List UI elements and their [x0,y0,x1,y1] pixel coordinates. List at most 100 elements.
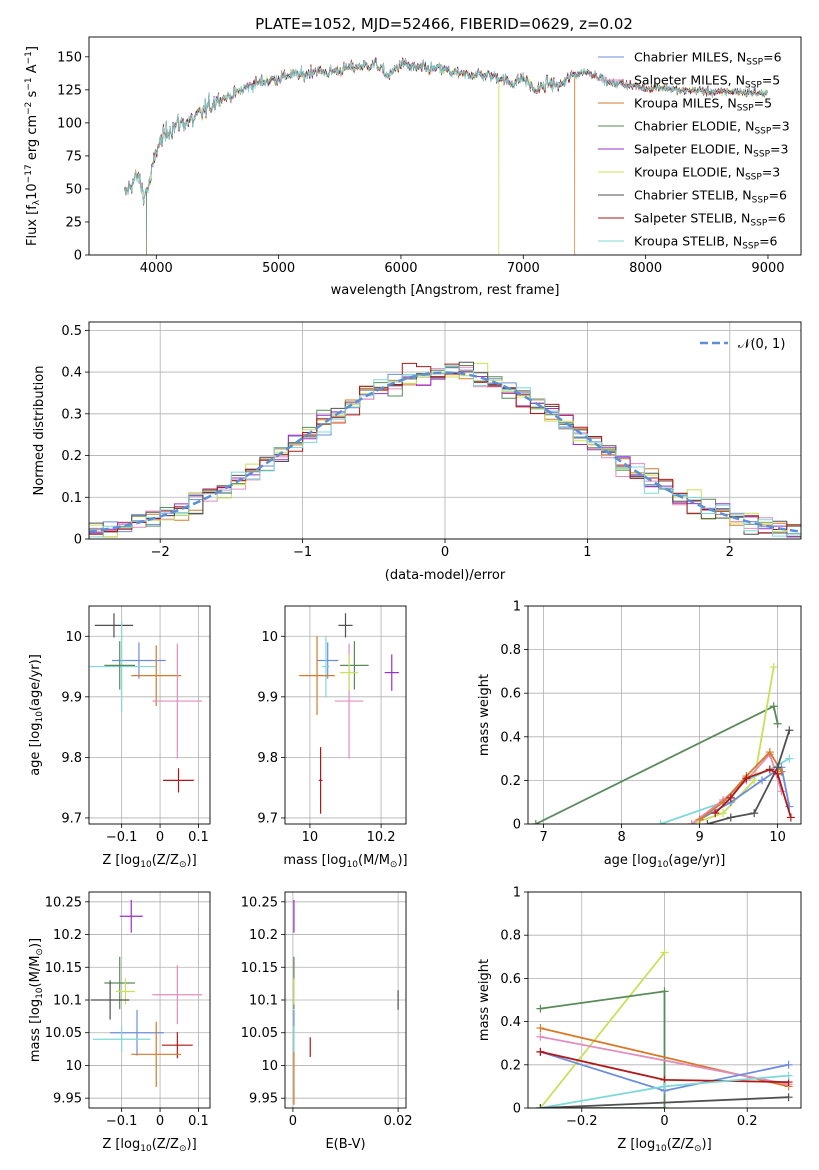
y-tick-label: 0 [74,533,82,548]
y-tick-label: 0.2 [61,449,82,464]
plot-area [124,56,768,255]
y-tick-label: 0 [74,249,82,264]
y-tick-label: 9.7 [257,811,278,826]
y-tick-label: 75 [65,149,82,164]
y-tick-label: 1 [513,886,521,901]
x-tick-label: 10 [769,830,786,845]
weight-marker [769,702,778,711]
y-tick-label: 0.8 [500,643,521,658]
x-axis-label: Z [log10(Z/Z⊙)] [102,1137,196,1154]
x-tick-label: 0 [156,1114,164,1129]
normal-curve [89,371,801,533]
legend-label: Kroupa ELODIE, NSSP=3 [634,165,780,183]
y-tick-label: 10 [261,1059,278,1074]
x-tick-label: 0 [441,545,449,560]
y-tick-label: 10.1 [249,994,278,1009]
weight-marker [765,765,774,774]
y-tick-label: 150 [57,50,82,65]
y-axis-label: Normed distribution [32,366,47,496]
x-tick-label: 0.1 [188,830,209,845]
y-tick-label: 0.4 [61,366,82,381]
panel-mass_vs_Z: −0.1 0 0.1 9.95 10 10.05 10.1 10.15 10.2 10.25 Z [… [28,891,211,1154]
x-axis-label: Z [log10(Z/Z⊙)] [102,853,196,870]
weight-line-chabrier-stelib [540,1096,789,1108]
legend-label: Kroupa STELIB, NSSP=6 [634,234,778,252]
y-tick-label: 10 [65,1059,82,1074]
y-tick-label: 9.9 [61,690,82,705]
y-tick-label: 10.15 [45,961,82,976]
weight-marker [726,813,735,822]
legend-label: Chabrier STELIB, NSSP=6 [634,188,787,206]
weight-marker [773,769,782,778]
weight-marker [531,820,540,824]
weight-marker [773,719,782,728]
x-tick-label: 10.2 [367,830,396,845]
weight-marker [750,809,759,818]
y-tick-label: 10.05 [241,1026,278,1041]
x-tick-label: 7000 [507,261,540,276]
x-tick-label: 0.02 [384,1114,413,1129]
y-tick-label: 9.7 [61,811,82,826]
y-tick-label: 50 [65,182,82,197]
plot-area [293,899,399,1105]
weight-marker [536,1032,545,1041]
weight-marker [660,1082,669,1091]
x-axis-label: age [log10(age/yr)] [604,853,726,870]
weight-marker [758,776,766,785]
x-tick-label: −1 [293,545,312,560]
x-tick-label: 7 [539,830,547,845]
weight-marker [769,663,778,672]
axes-frame [88,891,211,1109]
weight-marker [695,815,704,824]
y-tick-label: 9.8 [61,751,82,766]
weight-line-chabrier-elodie [535,704,779,824]
x-tick-label: −0.1 [106,1114,138,1129]
plot-area [90,899,203,1088]
y-tick-label: 9.9 [257,690,278,705]
legend-label: Salpeter MILES, NSSP=5 [634,73,780,91]
panel-spectrum: 4000 5000 6000 7000 8000 9000 0 25 50 75 100 125 150… [24,36,802,298]
spectrum-line-kroupa-stelib [124,58,768,205]
weight-marker [726,793,735,802]
y-axis-label: mass [log10(M/M⊙)] [28,938,45,1062]
y-tick-label: 0.4 [500,730,521,745]
weight-marker [784,1071,793,1080]
weight-line-salpeter-stelib [714,768,792,818]
x-tick-label: 8 [617,830,625,845]
x-tick-label: 9000 [751,261,784,276]
weight-marker [785,754,794,763]
x-tick-label: 9 [695,830,703,845]
x-axis-label: E(B-V) [325,1137,365,1152]
weight-marker [703,820,712,824]
weight-marker [536,1004,545,1013]
panel-mass_weight_vs_age: 7 8 9 10 0 0.2 0.4 0.6 0.8 1 age [log10(age/yr)] ma… [477,600,802,870]
axes-frame [527,605,802,825]
weight-line-chabrier-elodie [540,990,666,1108]
axes-frame [527,891,802,1109]
y-tick-label: 10.2 [53,928,82,943]
y-tick-label: 0 [513,818,521,833]
y-tick-label: 10.25 [45,895,82,910]
panel-mass_weight_vs_Z: −0.2 0 0.2 0 0.2 0.4 0.6 0.8 1 Z [log10(Z/Z⊙)] mas… [477,886,802,1154]
legend-label: 𝒩(0, 1) [738,337,785,352]
legend-label: Salpeter STELIB, NSSP=6 [634,211,786,229]
x-tick-label: 2 [726,545,734,560]
spectrum-legend: Chabrier MILES, NSSP=6 Salpeter MILES, NS… [598,50,790,252]
panel-age_vs_Z: −0.1 0 0.1 9.7 9.8 9.9 10 Z [log10(Z/Z⊙)] age [l… [28,605,211,870]
y-axis-label: mass weight [477,674,492,756]
weight-marker [719,809,727,818]
x-tick-label: 4000 [140,261,173,276]
y-axis-label: mass weight [477,959,492,1041]
y-tick-label: 10.1 [53,994,82,1009]
weight-marker [711,809,720,818]
plot-area [89,361,801,538]
x-axis-label: wavelength [Angstrom, rest frame] [331,283,560,298]
y-tick-label: 0.2 [500,1058,521,1073]
x-tick-label: −0.2 [566,1114,598,1129]
y-tick-label: 9.95 [249,1092,278,1107]
y-tick-label: 100 [57,116,82,131]
y-tick-label: 10.15 [241,961,278,976]
x-axis-label: mass [log10(M/M⊙)] [283,853,407,870]
plot-area [536,948,793,1108]
